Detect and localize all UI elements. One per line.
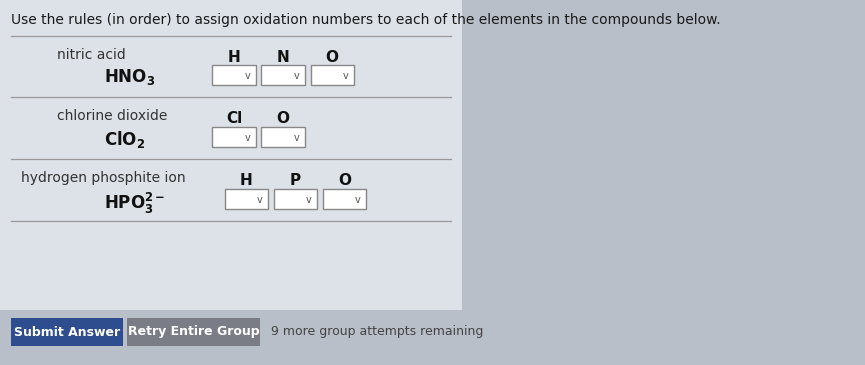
Text: N: N: [277, 50, 290, 65]
Text: Use the rules (in order) to assign oxidation numbers to each of the elements in : Use the rules (in order) to assign oxida…: [11, 13, 721, 27]
Bar: [311, 65, 354, 85]
Text: H: H: [227, 50, 240, 65]
Text: P: P: [290, 173, 301, 188]
Bar: [323, 189, 366, 209]
Text: Cl: Cl: [226, 111, 242, 126]
Bar: [0, 0, 463, 310]
Bar: [11, 318, 123, 346]
Text: v: v: [245, 133, 250, 143]
Bar: [273, 189, 317, 209]
Text: hydrogen phosphite ion: hydrogen phosphite ion: [21, 171, 185, 185]
Text: v: v: [245, 71, 250, 81]
Text: Retry Entire Group: Retry Entire Group: [128, 326, 260, 338]
Text: O: O: [338, 173, 351, 188]
Text: O: O: [277, 111, 290, 126]
Text: v: v: [293, 71, 299, 81]
Text: $\mathbf{HNO_3}$: $\mathbf{HNO_3}$: [104, 67, 155, 87]
Text: v: v: [343, 71, 349, 81]
Text: H: H: [240, 173, 253, 188]
Text: v: v: [257, 195, 262, 205]
Text: v: v: [293, 133, 299, 143]
Bar: [213, 65, 256, 85]
Bar: [127, 318, 260, 346]
Text: 9 more group attempts remaining: 9 more group attempts remaining: [271, 326, 484, 338]
Text: O: O: [326, 50, 339, 65]
Text: Submit Answer: Submit Answer: [14, 326, 120, 338]
Bar: [225, 189, 268, 209]
Text: $\mathbf{ClO_2}$: $\mathbf{ClO_2}$: [104, 129, 145, 150]
Bar: [261, 65, 304, 85]
Bar: [261, 127, 304, 147]
Text: $\mathbf{HPO_3^{2-}}$: $\mathbf{HPO_3^{2-}}$: [104, 191, 165, 216]
Text: chlorine dioxide: chlorine dioxide: [56, 109, 167, 123]
Text: nitric acid: nitric acid: [56, 48, 125, 62]
Text: v: v: [355, 195, 361, 205]
Bar: [213, 127, 256, 147]
Text: v: v: [305, 195, 311, 205]
